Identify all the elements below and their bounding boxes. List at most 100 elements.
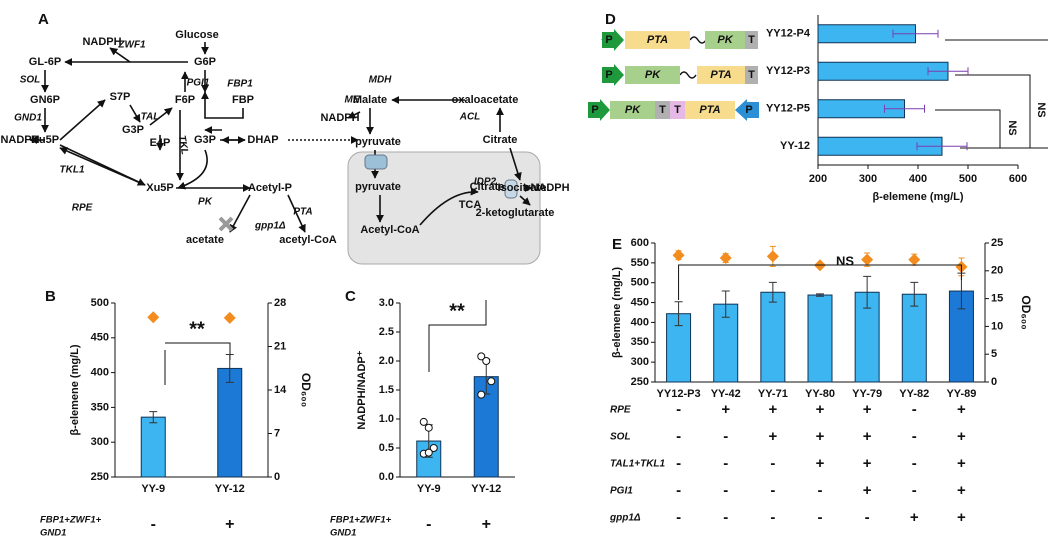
pathway-metabolites: oxaloacetate bbox=[452, 94, 519, 106]
pathway-metabolites: Isocitrate bbox=[498, 182, 547, 194]
condition-mark: + bbox=[225, 516, 234, 533]
bar bbox=[760, 291, 786, 383]
panel-label: D bbox=[605, 11, 616, 28]
table-mark: - bbox=[676, 509, 681, 526]
pathway-metabolites: Citrate bbox=[483, 134, 518, 146]
od-marker bbox=[672, 249, 685, 262]
pathway-metabolites: Acetyl-P bbox=[248, 182, 292, 194]
y2-tick-label: 20 bbox=[991, 265, 1003, 277]
pathway-metabolites: GL-6P bbox=[29, 56, 61, 68]
table-mark: - bbox=[723, 509, 728, 526]
table-mark: + bbox=[816, 428, 825, 445]
table-mark: - bbox=[770, 509, 775, 526]
panel-label: E bbox=[612, 236, 622, 253]
x-tick-label: YY-79 bbox=[852, 388, 882, 400]
y2-tick-label: 7 bbox=[274, 427, 280, 439]
y-tick-label: YY12-P3 bbox=[766, 65, 810, 77]
error-bar bbox=[892, 29, 939, 38]
y-tick-label: 400 bbox=[91, 367, 109, 379]
gene bbox=[655, 101, 670, 119]
construct-part: PK bbox=[625, 104, 641, 116]
y-tick-label: 350 bbox=[631, 336, 649, 348]
x-tick-label: 500 bbox=[959, 173, 977, 185]
x-tick-label: YY-9 bbox=[417, 483, 441, 495]
x-tick-label: 300 bbox=[859, 173, 877, 185]
promoter bbox=[588, 99, 610, 121]
x-tick-label: YY-71 bbox=[758, 388, 788, 400]
pathway-metabolites: GN6P bbox=[30, 94, 60, 106]
data-point bbox=[424, 423, 433, 432]
pathway-cofactors: NADPH bbox=[530, 182, 569, 194]
table-mark: - bbox=[676, 482, 681, 499]
pathway-metabolites: Xu5P bbox=[146, 182, 174, 194]
gene bbox=[670, 101, 685, 119]
table-mark: + bbox=[863, 455, 872, 472]
table-mark: - bbox=[676, 401, 681, 418]
error-bar bbox=[768, 281, 777, 303]
table-mark: - bbox=[770, 482, 775, 499]
gene bbox=[745, 31, 758, 49]
table-mark: - bbox=[865, 509, 870, 526]
od-marker bbox=[861, 253, 874, 266]
pathway-arrows bbox=[29, 36, 1048, 385]
promoter bbox=[735, 99, 759, 121]
bar bbox=[807, 294, 833, 383]
annotation: NS bbox=[1006, 120, 1018, 135]
x-tick-label: YY-89 bbox=[946, 388, 976, 400]
x-tick-label: YY-12 bbox=[215, 483, 245, 495]
pathway-metabolites: Ru5P bbox=[31, 134, 59, 146]
pathway-other-enzymes: ACL bbox=[459, 112, 481, 123]
table-mark: - bbox=[676, 428, 681, 445]
table-mark: + bbox=[816, 401, 825, 418]
data-point bbox=[477, 352, 486, 361]
mitochondrion bbox=[347, 151, 541, 265]
pathway-cofactors: NADPH bbox=[82, 36, 121, 48]
y2-tick-label: 28 bbox=[274, 297, 286, 309]
construct-part: P bbox=[745, 104, 752, 116]
table-mark: + bbox=[957, 509, 966, 526]
pathway-other-enzymes: PK bbox=[198, 197, 213, 208]
table-mark: + bbox=[816, 455, 825, 472]
y-tick-label: 450 bbox=[631, 296, 649, 308]
table-mark: + bbox=[768, 428, 777, 445]
y-tick-label: 3.0 bbox=[379, 297, 394, 309]
y2-tick-label: 21 bbox=[274, 340, 286, 352]
data-point bbox=[477, 390, 486, 399]
annotation: NS bbox=[1035, 102, 1047, 117]
pathway-deletion: gpp1Δ bbox=[254, 221, 286, 232]
pathway-ppp-enzymes: ZWF1 bbox=[117, 40, 146, 51]
x-tick-label: YY-42 bbox=[711, 388, 741, 400]
y-tick-label: 1.0 bbox=[379, 413, 394, 425]
panel-label: B bbox=[45, 288, 56, 305]
pathway-ppp-enzymes: TKL1 bbox=[60, 165, 85, 176]
y-tick-label: 450 bbox=[91, 332, 109, 344]
x-tick-label: 600 bbox=[1009, 173, 1027, 185]
pathway-ppp-enzymes: GND1 bbox=[14, 113, 42, 124]
pathway-metabolites: Citrate bbox=[470, 181, 505, 193]
bracket bbox=[678, 264, 962, 300]
construct-part: T bbox=[748, 69, 755, 81]
pathway-metabolites: acetate bbox=[186, 234, 224, 246]
table-row-label: PGI1 bbox=[610, 486, 633, 497]
y2-tick-label: 14 bbox=[274, 384, 287, 396]
promoter bbox=[602, 29, 624, 51]
construct-part: T bbox=[659, 104, 666, 116]
bar bbox=[901, 293, 927, 383]
y-tick-label: 2.5 bbox=[379, 326, 394, 338]
y-tick-label: 0.0 bbox=[379, 471, 394, 483]
table-mark: - bbox=[723, 482, 728, 499]
promoter bbox=[602, 64, 624, 86]
od-marker bbox=[223, 311, 236, 324]
table-mark: + bbox=[957, 482, 966, 499]
error-bar bbox=[916, 142, 968, 151]
data-point bbox=[429, 444, 438, 452]
condition-label: FBP1+ZWF1+ bbox=[40, 515, 102, 526]
x-tick-label: YY-82 bbox=[899, 388, 929, 400]
table-row-label: gpp1Δ bbox=[609, 513, 641, 524]
pathway-metabolites: G3P bbox=[194, 134, 216, 146]
y-tick-label: 350 bbox=[91, 401, 109, 413]
data-point bbox=[482, 357, 491, 365]
y-tick-label: YY12-P4 bbox=[766, 28, 811, 40]
error-bar bbox=[884, 104, 925, 113]
condition-label: GND1 bbox=[40, 528, 66, 539]
